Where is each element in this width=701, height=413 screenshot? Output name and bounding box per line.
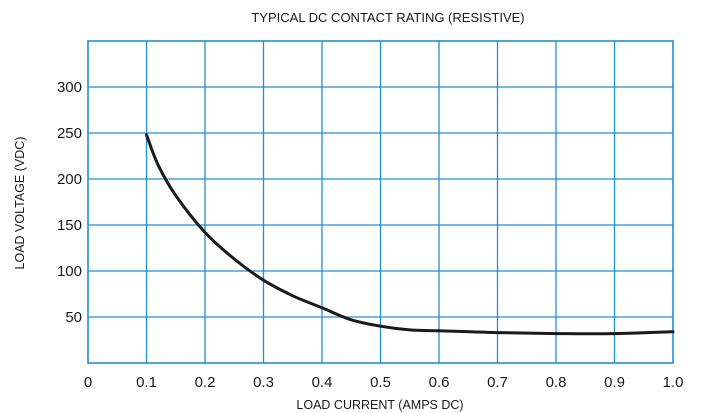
- y-axis-ticks: 50 100 150 200 250 300: [57, 79, 82, 326]
- y-tick-label: 200: [57, 171, 82, 188]
- y-tick-label: 300: [57, 79, 82, 96]
- plot-frame: [87, 40, 674, 364]
- x-tick-label: 1.0: [663, 374, 684, 391]
- x-tick-label: 0.3: [253, 374, 274, 391]
- x-axis-ticks: 0 0.1 0.2 0.3 0.4 0.5 0.6 0.7 0.8 0.9 1.0: [84, 374, 684, 391]
- x-tick-label: 0.8: [546, 374, 567, 391]
- x-axis-label: LOAD CURRENT (AMPS DC): [296, 398, 463, 412]
- x-tick-label: 0.6: [429, 374, 450, 391]
- rating-curve: [145, 133, 675, 336]
- y-tick-label: 50: [65, 309, 82, 326]
- y-tick-label: 100: [57, 263, 82, 280]
- y-tick-label: 250: [57, 125, 82, 142]
- x-tick-label: 0: [84, 374, 92, 391]
- x-tick-label: 0.2: [195, 374, 216, 391]
- x-tick-label: 0.1: [136, 374, 157, 391]
- y-tick-label: 150: [57, 217, 82, 234]
- x-tick-label: 0.5: [370, 374, 391, 391]
- y-axis-label: LOAD VOLTAGE (VDC): [13, 137, 27, 270]
- x-tick-label: 0.4: [312, 374, 333, 391]
- grid: [88, 41, 673, 363]
- chart-title: TYPICAL DC CONTACT RATING (RESISTIVE): [251, 10, 524, 25]
- x-tick-label: 0.9: [604, 374, 625, 391]
- x-tick-label: 0.7: [487, 374, 508, 391]
